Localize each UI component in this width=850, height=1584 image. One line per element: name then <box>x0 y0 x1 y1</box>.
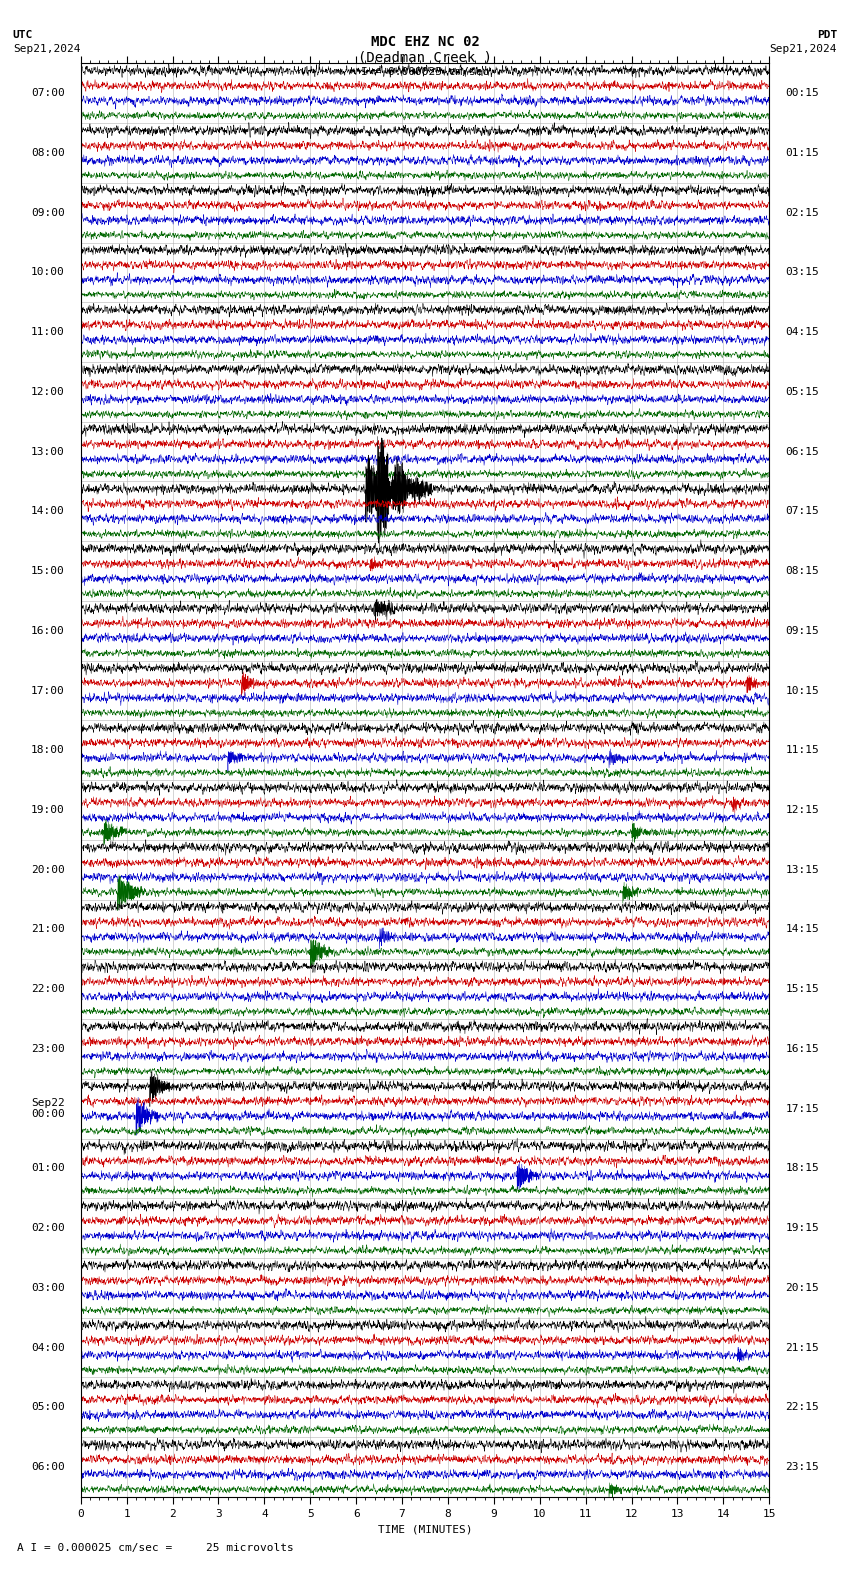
Text: 12:15: 12:15 <box>785 805 819 816</box>
Text: 08:00: 08:00 <box>31 147 65 158</box>
Text: A I = 0.000025 cm/sec =     25 microvolts: A I = 0.000025 cm/sec = 25 microvolts <box>17 1543 294 1552</box>
X-axis label: TIME (MINUTES): TIME (MINUTES) <box>377 1524 473 1535</box>
Text: Sep21,2024: Sep21,2024 <box>13 44 80 54</box>
Text: 17:15: 17:15 <box>785 1104 819 1114</box>
Text: 09:15: 09:15 <box>785 626 819 635</box>
Text: 10:00: 10:00 <box>31 268 65 277</box>
Text: 15:15: 15:15 <box>785 984 819 995</box>
Text: 19:15: 19:15 <box>785 1223 819 1232</box>
Text: 11:00: 11:00 <box>31 328 65 337</box>
Text: 07:00: 07:00 <box>31 89 65 98</box>
Text: 22:00: 22:00 <box>31 984 65 995</box>
Text: 13:15: 13:15 <box>785 865 819 874</box>
Text: I = 0.000025 cm/sec: I = 0.000025 cm/sec <box>361 67 489 76</box>
Text: 20:15: 20:15 <box>785 1283 819 1293</box>
Text: 02:00: 02:00 <box>31 1223 65 1232</box>
Text: 03:15: 03:15 <box>785 268 819 277</box>
Text: 09:00: 09:00 <box>31 208 65 217</box>
Text: 23:00: 23:00 <box>31 1044 65 1053</box>
Text: 05:00: 05:00 <box>31 1402 65 1413</box>
Text: 05:15: 05:15 <box>785 386 819 398</box>
Text: 21:00: 21:00 <box>31 925 65 935</box>
Text: 14:00: 14:00 <box>31 507 65 516</box>
Text: 14:15: 14:15 <box>785 925 819 935</box>
Text: 04:15: 04:15 <box>785 328 819 337</box>
Text: 07:15: 07:15 <box>785 507 819 516</box>
Text: MDC EHZ NC 02: MDC EHZ NC 02 <box>371 35 479 49</box>
Text: 06:00: 06:00 <box>31 1462 65 1472</box>
Text: UTC: UTC <box>13 30 33 40</box>
Text: 06:15: 06:15 <box>785 447 819 456</box>
Text: (Deadman Creek ): (Deadman Creek ) <box>358 51 492 65</box>
Text: 08:15: 08:15 <box>785 565 819 577</box>
Text: 01:00: 01:00 <box>31 1163 65 1174</box>
Text: 22:15: 22:15 <box>785 1402 819 1413</box>
Text: 04:00: 04:00 <box>31 1343 65 1353</box>
Text: 11:15: 11:15 <box>785 744 819 756</box>
Text: Sep22
00:00: Sep22 00:00 <box>31 1098 65 1120</box>
Text: 20:00: 20:00 <box>31 865 65 874</box>
Text: 00:15: 00:15 <box>785 89 819 98</box>
Text: 01:15: 01:15 <box>785 147 819 158</box>
Text: 15:00: 15:00 <box>31 565 65 577</box>
Text: Sep21,2024: Sep21,2024 <box>770 44 837 54</box>
Text: 23:15: 23:15 <box>785 1462 819 1472</box>
Text: 19:00: 19:00 <box>31 805 65 816</box>
Text: 16:15: 16:15 <box>785 1044 819 1053</box>
Text: 13:00: 13:00 <box>31 447 65 456</box>
Text: 18:00: 18:00 <box>31 744 65 756</box>
Text: 16:00: 16:00 <box>31 626 65 635</box>
Text: 12:00: 12:00 <box>31 386 65 398</box>
Text: 03:00: 03:00 <box>31 1283 65 1293</box>
Text: 17:00: 17:00 <box>31 686 65 695</box>
Text: 21:15: 21:15 <box>785 1343 819 1353</box>
Text: PDT: PDT <box>817 30 837 40</box>
Text: 18:15: 18:15 <box>785 1163 819 1174</box>
Text: 02:15: 02:15 <box>785 208 819 217</box>
Text: 10:15: 10:15 <box>785 686 819 695</box>
